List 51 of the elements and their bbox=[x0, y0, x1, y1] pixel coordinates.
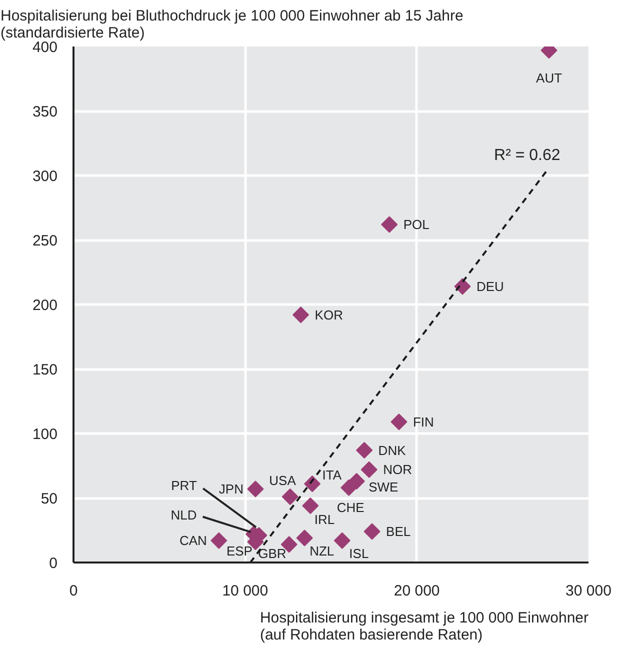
annotation: CAN bbox=[179, 533, 207, 548]
annotation: BEL bbox=[386, 524, 411, 540]
annotation: NZL bbox=[310, 543, 334, 558]
point bbox=[364, 523, 380, 540]
annotation: PRT bbox=[171, 478, 197, 493]
annotation: JPN bbox=[218, 481, 244, 496]
point bbox=[296, 530, 313, 546]
annotation: ITA bbox=[322, 467, 342, 482]
annotation: GBR bbox=[258, 546, 286, 561]
y-tick-label: 200 bbox=[32, 297, 58, 314]
y-tick-label: 150 bbox=[32, 362, 58, 378]
annotation: IRL bbox=[314, 512, 335, 528]
annotation: R² = 0.62 bbox=[494, 146, 560, 164]
annotation: USA bbox=[269, 473, 296, 488]
annotation: AUT bbox=[536, 70, 562, 86]
point bbox=[210, 532, 228, 549]
y-tick-label: 400 bbox=[32, 39, 58, 56]
annotation: SWE bbox=[368, 480, 399, 495]
point bbox=[292, 306, 310, 324]
point bbox=[381, 216, 398, 233]
y-tick-label: 300 bbox=[32, 168, 58, 185]
x-tick-label: 0 bbox=[69, 582, 78, 600]
point bbox=[247, 480, 264, 498]
y-tick-label: 0 bbox=[49, 555, 58, 572]
x-tick-label: 30 000 bbox=[566, 582, 612, 600]
point bbox=[302, 497, 319, 514]
y-tick-label: 100 bbox=[32, 426, 58, 443]
y-tick-label: 350 bbox=[32, 104, 58, 120]
annotation: NLD bbox=[170, 508, 197, 523]
annotation: ISL bbox=[349, 546, 369, 562]
annotation: DEU bbox=[476, 278, 504, 294]
annotation: CHE bbox=[336, 500, 365, 516]
annotation: FIN bbox=[412, 414, 434, 430]
point bbox=[334, 532, 350, 549]
point bbox=[360, 461, 378, 478]
point bbox=[340, 479, 358, 496]
annotation: DNK bbox=[378, 442, 406, 458]
x-axis-title: Hospitalisierung insgesamt je 100 000 Einwohner (auf Rohdaten basierende Raten) bbox=[260, 610, 589, 644]
annotation: NOR bbox=[383, 462, 412, 478]
annotation: ESP bbox=[226, 543, 252, 558]
y-tick-label: 250 bbox=[32, 232, 58, 250]
y-tick-label: 50 bbox=[40, 490, 58, 508]
point bbox=[390, 414, 408, 430]
annotation: POL bbox=[403, 217, 430, 232]
point bbox=[356, 442, 373, 459]
point bbox=[282, 488, 298, 505]
annotation: KOR bbox=[314, 307, 343, 322]
point bbox=[304, 476, 321, 492]
x-tick-label: 10 000 bbox=[222, 582, 268, 600]
y-axis-title: Hospitalisierung bei Bluthochdruck je 100 000 Einwohner ab 15 Jahre (standardisierte Rate) bbox=[0, 8, 464, 42]
x-tick-label: 20 000 bbox=[394, 582, 440, 600]
